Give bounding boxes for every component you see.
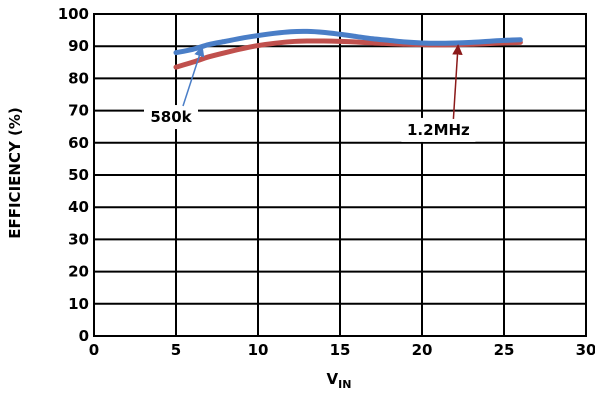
x-axis-title-subscript: IN (338, 378, 351, 391)
annotation-arrow (452, 44, 463, 119)
y-axis-title: EFFICIENCY (%) (6, 107, 24, 239)
x-tick-label: 0 (89, 341, 99, 359)
x-tick-label: 15 (330, 341, 351, 359)
y-tick-label: 0 (79, 327, 89, 345)
y-tick-label: 20 (68, 263, 89, 281)
x-axis-title-main: V (327, 370, 339, 388)
plot-border (93, 13, 587, 337)
annotation-box (144, 105, 198, 130)
y-tick-label: 40 (68, 198, 89, 216)
y-tick-label: 100 (58, 5, 89, 23)
x-tick-label: 10 (248, 341, 269, 359)
y-tick-label: 90 (68, 37, 89, 55)
x-tick-label: 25 (494, 341, 515, 359)
x-tick-label: 30 (576, 341, 595, 359)
annotation-label: 580k (150, 108, 192, 126)
y-tick-label: 30 (68, 230, 89, 248)
y-tick-label: 50 (68, 166, 89, 184)
y-tick-label: 10 (68, 295, 89, 313)
x-axis-title: VIN (327, 370, 352, 391)
annotation-arrow (182, 45, 205, 107)
y-tick-label: 80 (68, 69, 89, 87)
x-tick-label: 20 (412, 341, 433, 359)
y-tick-label: 60 (68, 134, 89, 152)
series-line-580k (173, 28, 523, 56)
annotation-label: 1.2MHz (407, 121, 470, 139)
y-tick-label: 70 (68, 102, 89, 120)
x-tick-label: 5 (171, 341, 181, 359)
annotation-box (401, 117, 476, 142)
